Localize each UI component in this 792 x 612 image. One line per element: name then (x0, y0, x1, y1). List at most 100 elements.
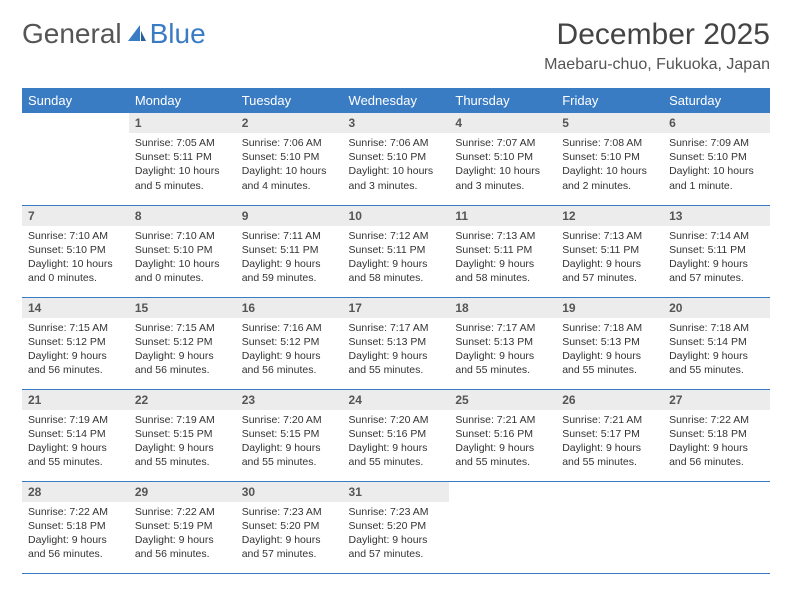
day-body: Sunrise: 7:13 AMSunset: 5:11 PMDaylight:… (556, 226, 663, 290)
sunrise-text: Sunrise: 7:11 AM (242, 229, 337, 243)
weekday-header: Monday (129, 88, 236, 113)
calendar-row: 1Sunrise: 7:05 AMSunset: 5:11 PMDaylight… (22, 113, 770, 205)
logo-text-1: General (22, 18, 122, 50)
sunrise-text: Sunrise: 7:18 AM (669, 321, 764, 335)
sunset-text: Sunset: 5:12 PM (135, 335, 230, 349)
sunset-text: Sunset: 5:13 PM (349, 335, 444, 349)
calendar-cell: 14Sunrise: 7:15 AMSunset: 5:12 PMDayligh… (22, 297, 129, 389)
sunrise-text: Sunrise: 7:20 AM (349, 413, 444, 427)
day-number: 30 (236, 482, 343, 502)
sunset-text: Sunset: 5:14 PM (669, 335, 764, 349)
day-number: 15 (129, 298, 236, 318)
calendar-cell: 30Sunrise: 7:23 AMSunset: 5:20 PMDayligh… (236, 481, 343, 573)
day-number: 25 (449, 390, 556, 410)
day-body: Sunrise: 7:18 AMSunset: 5:13 PMDaylight:… (556, 318, 663, 382)
day-body: Sunrise: 7:22 AMSunset: 5:18 PMDaylight:… (22, 502, 129, 566)
logo-sail-icon (126, 23, 148, 45)
day-number: 10 (343, 206, 450, 226)
location: Maebaru-chuo, Fukuoka, Japan (544, 56, 770, 74)
logo-text-2: Blue (150, 18, 206, 50)
day-body: Sunrise: 7:07 AMSunset: 5:10 PMDaylight:… (449, 133, 556, 197)
sunset-text: Sunset: 5:11 PM (135, 150, 230, 164)
day-number: 4 (449, 113, 556, 133)
calendar-cell: 22Sunrise: 7:19 AMSunset: 5:15 PMDayligh… (129, 389, 236, 481)
calendar-row: 14Sunrise: 7:15 AMSunset: 5:12 PMDayligh… (22, 297, 770, 389)
sunrise-text: Sunrise: 7:05 AM (135, 136, 230, 150)
weekday-header: Tuesday (236, 88, 343, 113)
day-number: 11 (449, 206, 556, 226)
sunset-text: Sunset: 5:16 PM (349, 427, 444, 441)
sunrise-text: Sunrise: 7:22 AM (135, 505, 230, 519)
sunrise-text: Sunrise: 7:16 AM (242, 321, 337, 335)
calendar-cell: 25Sunrise: 7:21 AMSunset: 5:16 PMDayligh… (449, 389, 556, 481)
sunset-text: Sunset: 5:12 PM (242, 335, 337, 349)
logo: General Blue (22, 18, 206, 50)
sunset-text: Sunset: 5:20 PM (349, 519, 444, 533)
calendar-cell (22, 113, 129, 205)
sunrise-text: Sunrise: 7:15 AM (135, 321, 230, 335)
day-number: 3 (343, 113, 450, 133)
sunset-text: Sunset: 5:10 PM (455, 150, 550, 164)
day-body: Sunrise: 7:08 AMSunset: 5:10 PMDaylight:… (556, 133, 663, 197)
calendar-cell: 29Sunrise: 7:22 AMSunset: 5:19 PMDayligh… (129, 481, 236, 573)
day-body: Sunrise: 7:19 AMSunset: 5:14 PMDaylight:… (22, 410, 129, 474)
day-number: 16 (236, 298, 343, 318)
title-block: December 2025 Maebaru-chuo, Fukuoka, Jap… (544, 18, 770, 74)
daylight-text: Daylight: 10 hours and 4 minutes. (242, 164, 337, 192)
daylight-text: Daylight: 9 hours and 57 minutes. (242, 533, 337, 561)
sunrise-text: Sunrise: 7:15 AM (28, 321, 123, 335)
day-number: 27 (663, 390, 770, 410)
day-number: 18 (449, 298, 556, 318)
sunrise-text: Sunrise: 7:10 AM (28, 229, 123, 243)
daylight-text: Daylight: 9 hours and 56 minutes. (669, 441, 764, 469)
day-body: Sunrise: 7:14 AMSunset: 5:11 PMDaylight:… (663, 226, 770, 290)
daylight-text: Daylight: 10 hours and 0 minutes. (28, 257, 123, 285)
day-number: 6 (663, 113, 770, 133)
day-body: Sunrise: 7:12 AMSunset: 5:11 PMDaylight:… (343, 226, 450, 290)
day-number: 22 (129, 390, 236, 410)
month-title: December 2025 (544, 18, 770, 52)
day-number: 19 (556, 298, 663, 318)
daylight-text: Daylight: 9 hours and 56 minutes. (242, 349, 337, 377)
sunrise-text: Sunrise: 7:07 AM (455, 136, 550, 150)
day-number: 17 (343, 298, 450, 318)
day-number: 20 (663, 298, 770, 318)
sunrise-text: Sunrise: 7:21 AM (455, 413, 550, 427)
day-body: Sunrise: 7:22 AMSunset: 5:19 PMDaylight:… (129, 502, 236, 566)
day-body: Sunrise: 7:10 AMSunset: 5:10 PMDaylight:… (22, 226, 129, 290)
calendar-cell: 31Sunrise: 7:23 AMSunset: 5:20 PMDayligh… (343, 481, 450, 573)
sunset-text: Sunset: 5:11 PM (562, 243, 657, 257)
calendar-cell: 3Sunrise: 7:06 AMSunset: 5:10 PMDaylight… (343, 113, 450, 205)
sunrise-text: Sunrise: 7:14 AM (669, 229, 764, 243)
day-body: Sunrise: 7:17 AMSunset: 5:13 PMDaylight:… (449, 318, 556, 382)
day-body: Sunrise: 7:21 AMSunset: 5:17 PMDaylight:… (556, 410, 663, 474)
sunset-text: Sunset: 5:13 PM (562, 335, 657, 349)
day-body: Sunrise: 7:23 AMSunset: 5:20 PMDaylight:… (236, 502, 343, 566)
calendar-row: 21Sunrise: 7:19 AMSunset: 5:14 PMDayligh… (22, 389, 770, 481)
daylight-text: Daylight: 9 hours and 56 minutes. (28, 533, 123, 561)
calendar-cell: 5Sunrise: 7:08 AMSunset: 5:10 PMDaylight… (556, 113, 663, 205)
daylight-text: Daylight: 9 hours and 55 minutes. (669, 349, 764, 377)
header: General Blue December 2025 Maebaru-chuo,… (22, 18, 770, 74)
day-number: 7 (22, 206, 129, 226)
day-body: Sunrise: 7:20 AMSunset: 5:15 PMDaylight:… (236, 410, 343, 474)
daylight-text: Daylight: 9 hours and 55 minutes. (242, 441, 337, 469)
weekday-header: Saturday (663, 88, 770, 113)
sunrise-text: Sunrise: 7:22 AM (28, 505, 123, 519)
day-number: 21 (22, 390, 129, 410)
day-body: Sunrise: 7:13 AMSunset: 5:11 PMDaylight:… (449, 226, 556, 290)
day-number: 1 (129, 113, 236, 133)
calendar-cell (663, 481, 770, 573)
calendar-cell: 1Sunrise: 7:05 AMSunset: 5:11 PMDaylight… (129, 113, 236, 205)
day-body: Sunrise: 7:06 AMSunset: 5:10 PMDaylight:… (236, 133, 343, 197)
day-number: 12 (556, 206, 663, 226)
day-body: Sunrise: 7:20 AMSunset: 5:16 PMDaylight:… (343, 410, 450, 474)
calendar-cell: 17Sunrise: 7:17 AMSunset: 5:13 PMDayligh… (343, 297, 450, 389)
sunset-text: Sunset: 5:15 PM (242, 427, 337, 441)
daylight-text: Daylight: 9 hours and 55 minutes. (349, 441, 444, 469)
day-body: Sunrise: 7:05 AMSunset: 5:11 PMDaylight:… (129, 133, 236, 197)
sunrise-text: Sunrise: 7:17 AM (455, 321, 550, 335)
calendar-cell: 15Sunrise: 7:15 AMSunset: 5:12 PMDayligh… (129, 297, 236, 389)
daylight-text: Daylight: 9 hours and 59 minutes. (242, 257, 337, 285)
daylight-text: Daylight: 10 hours and 2 minutes. (562, 164, 657, 192)
